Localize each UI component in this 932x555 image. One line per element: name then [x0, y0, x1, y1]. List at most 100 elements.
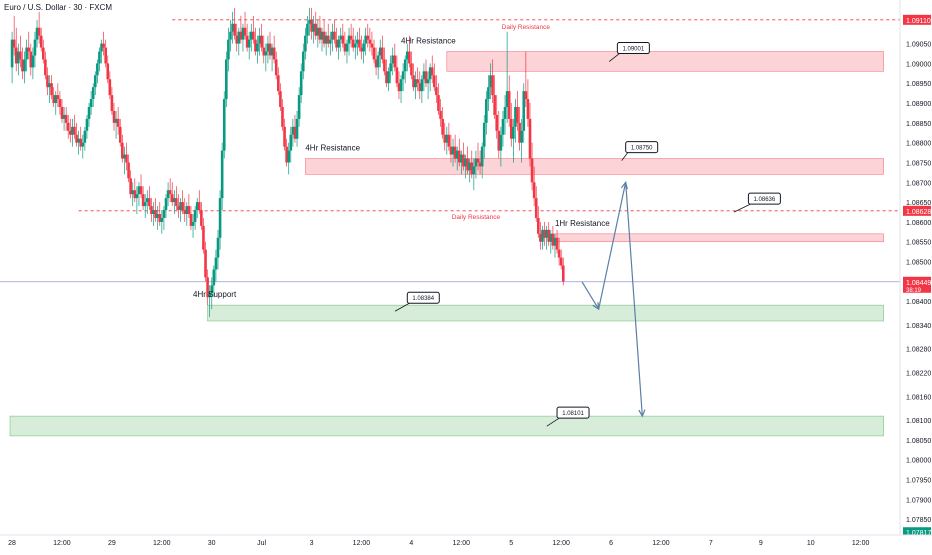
candle-body	[33, 39, 37, 56]
candle-body	[514, 107, 517, 127]
resistance-zone	[550, 233, 884, 243]
candle-body	[197, 202, 201, 211]
candle-body	[368, 39, 372, 44]
candle-body	[60, 107, 64, 119]
candle-body	[123, 154, 126, 159]
candle-body	[23, 59, 26, 72]
price-tick-label: 1.08950	[906, 81, 931, 88]
price-tick-label: 1.07900	[906, 497, 931, 504]
candle-body	[410, 63, 413, 76]
candle-body	[158, 214, 162, 222]
candle-body	[237, 31, 241, 44]
price-tick-label: 1.08850	[906, 121, 931, 128]
candle-body	[497, 130, 501, 151]
time-tick-label: 4	[409, 540, 413, 547]
candle-body	[173, 198, 176, 203]
candle-body	[470, 162, 474, 175]
candle-body	[435, 87, 438, 96]
candle-body	[310, 19, 313, 32]
candle-body	[474, 158, 478, 167]
time-tick-label: 6	[609, 540, 613, 547]
candle-body	[148, 198, 151, 207]
candle-body	[241, 27, 245, 40]
candle-body	[441, 118, 444, 135]
candle-body	[272, 47, 276, 60]
candle-body	[343, 43, 347, 52]
candle-body	[270, 47, 274, 56]
candle-body	[145, 198, 149, 203]
candle-body	[175, 198, 178, 207]
candle-body	[428, 67, 432, 80]
zone-label: 4Hr Resistance	[401, 37, 456, 46]
candle-body	[239, 31, 243, 40]
candle-body	[114, 118, 118, 123]
candle-body	[304, 35, 307, 52]
candle-body	[551, 233, 555, 246]
candle-body	[214, 257, 218, 270]
callout-pointer	[608, 53, 620, 62]
candle-body	[345, 43, 349, 52]
candle-body	[191, 221, 195, 226]
candle-body	[314, 23, 318, 36]
candle-body	[385, 71, 388, 84]
candle-body	[177, 206, 180, 211]
candle-body	[75, 134, 78, 143]
candle-body	[405, 51, 409, 60]
price-tick-label: 1.08550	[906, 240, 931, 247]
candle-body	[464, 158, 467, 167]
candle-body	[301, 51, 305, 72]
candle-body	[249, 31, 253, 40]
candle-body	[289, 134, 293, 151]
candle-body	[62, 114, 66, 119]
callout-pointer	[394, 302, 410, 312]
candle-body	[52, 95, 55, 104]
candle-body	[426, 79, 430, 84]
candle-body	[416, 79, 419, 84]
candles-layer	[10, 7, 565, 318]
callout-box	[406, 291, 440, 304]
candle-body	[31, 55, 35, 68]
candle-body	[391, 55, 395, 64]
callout-value: 1.08750	[631, 146, 653, 152]
candle-body	[491, 75, 494, 96]
candle-body	[418, 83, 422, 92]
candle-body	[279, 91, 282, 107]
time-tick-label: 12:00	[453, 540, 471, 547]
time-axis-bg	[0, 535, 932, 550]
candle-body	[553, 237, 557, 246]
candle-body	[116, 118, 120, 127]
candle-body	[509, 118, 513, 139]
price-tick-label: 1.08050	[906, 438, 931, 445]
candle-body	[29, 51, 33, 68]
candle-body	[339, 35, 343, 40]
candle-body	[218, 198, 222, 238]
callout-box	[556, 406, 590, 419]
candle-body	[150, 206, 153, 214]
candle-body	[393, 55, 397, 68]
price-tick-label: 1.08750	[906, 160, 931, 167]
price-tick-label: 1.08650	[906, 200, 931, 207]
time-tick-label: 7	[709, 540, 713, 547]
candle-body	[306, 23, 309, 36]
candle-body	[329, 39, 332, 44]
candle-body	[87, 107, 91, 119]
candle-body	[104, 47, 107, 64]
candle-body	[399, 79, 403, 92]
annotations-layer: 4Hr Resistance 4Hr Resistance 1Hr Resistan…	[193, 37, 781, 427]
candle-body	[135, 194, 139, 199]
candle-body	[83, 130, 87, 143]
candle-body	[164, 198, 168, 211]
candle-body	[264, 51, 268, 56]
price-axis-bg	[900, 0, 932, 535]
candle-body	[283, 126, 286, 147]
candle-body	[233, 23, 236, 36]
candle-body	[397, 83, 401, 92]
projection-path	[625, 182, 643, 417]
candle-body	[468, 162, 471, 171]
candle-body	[501, 118, 505, 135]
candle-body	[21, 59, 24, 72]
price-tick-label: 1.08280	[906, 347, 931, 354]
candle-body	[118, 126, 122, 143]
candle-body	[489, 75, 492, 88]
candle-body	[541, 229, 544, 242]
